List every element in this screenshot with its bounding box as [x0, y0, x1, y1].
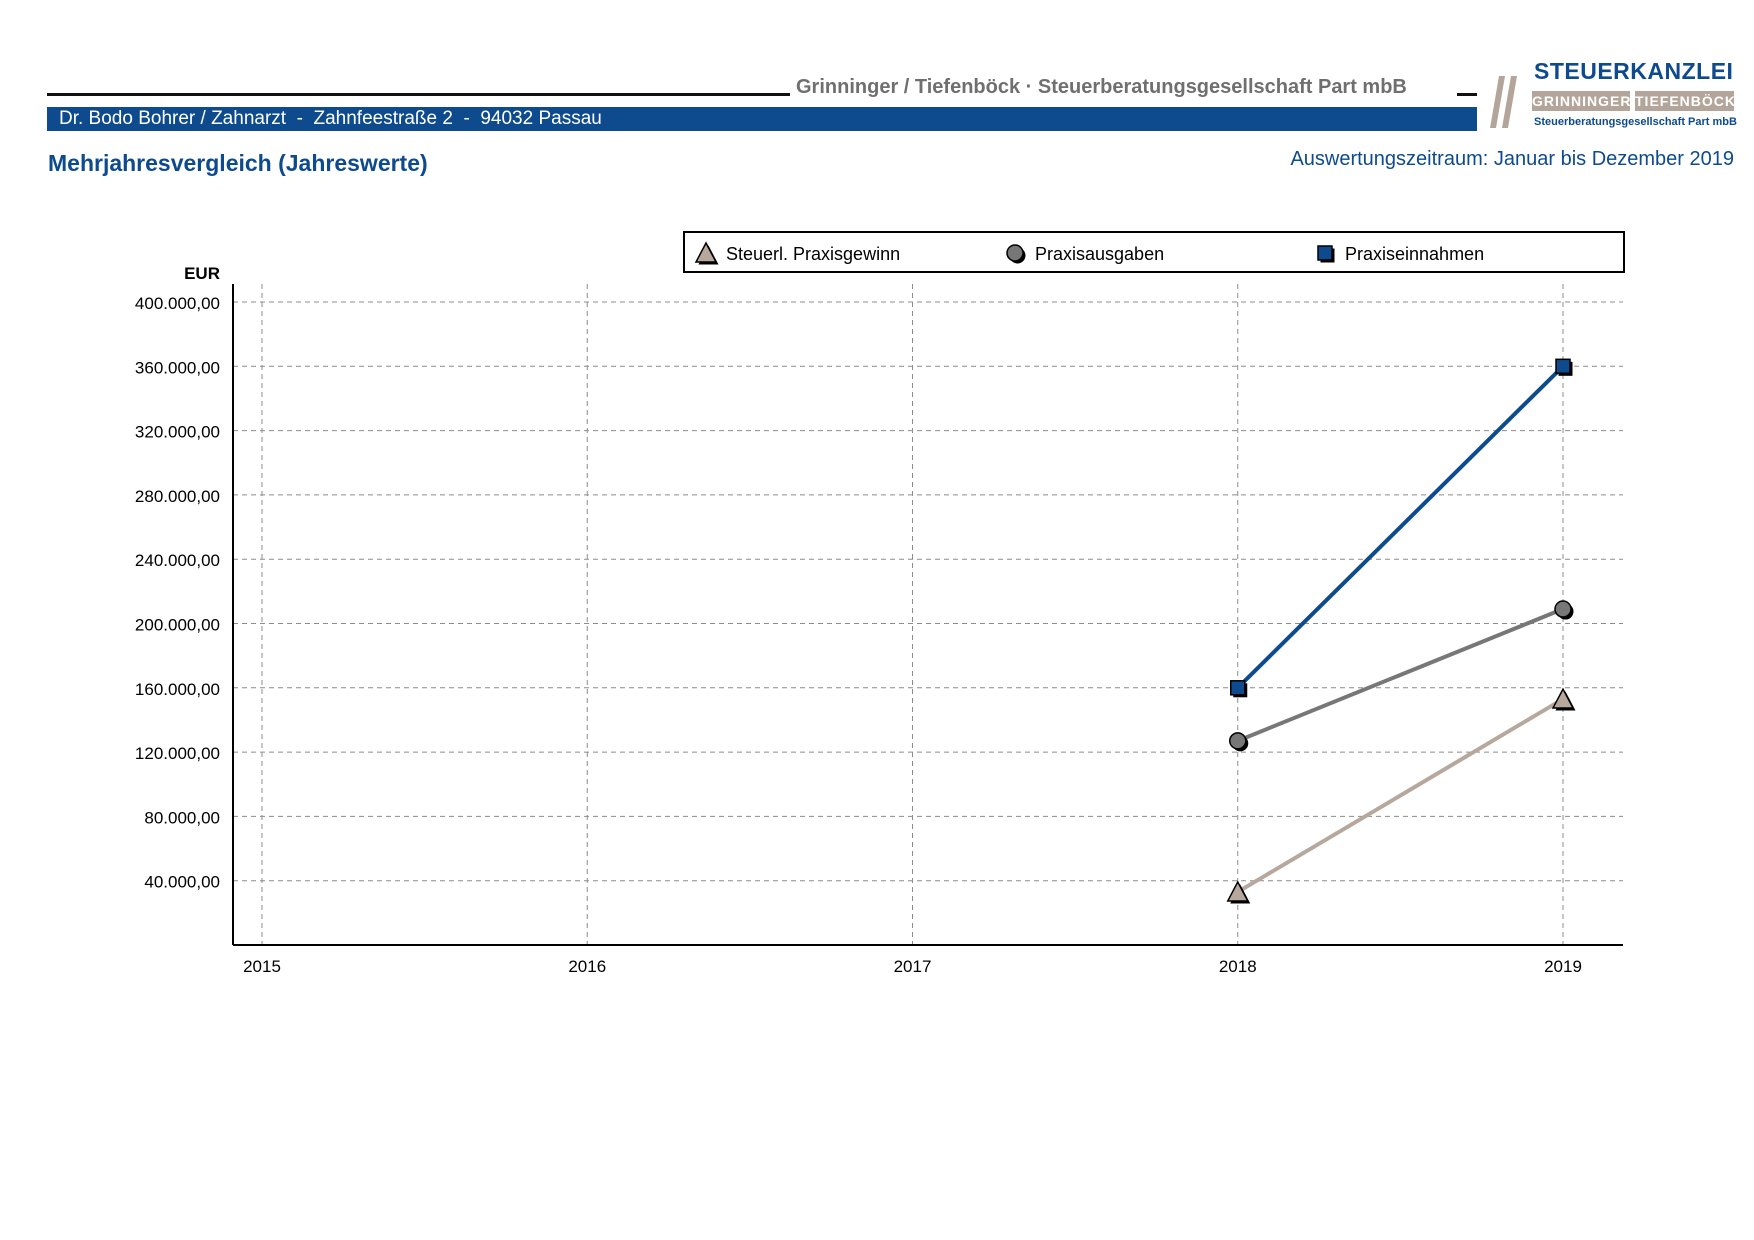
- client-bar: Dr. Bodo Bohrer / Zahnarzt - Zahnfeestra…: [47, 107, 1477, 131]
- marker-shape: [1555, 358, 1571, 375]
- marker-shape: [1551, 687, 1575, 709]
- marker-shape: [1317, 245, 1333, 261]
- y-tick-label: 40.000,00: [144, 873, 220, 892]
- y-tick-label: 160.000,00: [135, 680, 220, 699]
- legend-marker: [1317, 245, 1335, 263]
- chart-tick-labels: 40.000,00 80.000,00 120.000,00 160.000,00 20…: [135, 264, 1582, 976]
- y-tick-label: 80.000,00: [144, 808, 220, 827]
- marker-shape: [1229, 732, 1247, 750]
- data-point: [1554, 600, 1574, 620]
- chart-axes: [232, 284, 1623, 946]
- data-point: [1226, 880, 1251, 904]
- legend-box: [683, 231, 1625, 273]
- legend-marker: [1006, 244, 1026, 264]
- logo-brand: STEUERKANZLEI: [1534, 58, 1734, 84]
- chart-series-lines: [1236, 364, 1565, 894]
- x-tick-label: 2016: [568, 957, 606, 976]
- header-rule-right: [1457, 93, 1477, 96]
- marker-shape: [1006, 244, 1024, 262]
- data-point: [1551, 687, 1576, 711]
- data-point: [1555, 358, 1573, 376]
- y-tick-label: 360.000,00: [135, 358, 220, 377]
- y-tick-label: 320.000,00: [135, 423, 220, 442]
- legend-label: Steuerl. Praxisgewinn: [726, 244, 900, 264]
- report-title: Mehrjahresvergleich (Jahreswerte): [48, 150, 428, 176]
- series-line: [1236, 607, 1564, 743]
- logo-name-right: TIEFENBÖCK: [1635, 91, 1736, 111]
- series-line: [1236, 364, 1565, 690]
- data-point: [1229, 732, 1249, 752]
- evaluation-period: Auswertungszeitraum: Januar bis Dezember…: [1290, 148, 1734, 170]
- firm-name: Grinninger / Tiefenböck · Steuerberatung…: [796, 76, 1407, 98]
- data-point: [1230, 680, 1248, 698]
- series-line: [1236, 697, 1565, 894]
- y-tick-label: 200.000,00: [135, 616, 220, 635]
- y-tick-label: 240.000,00: [135, 551, 220, 570]
- firm-logo: STEUERKANZLEI GRINNINGER TIEFENBÖCK Steu…: [1490, 58, 1737, 132]
- logo-names: GRINNINGER TIEFENBÖCK: [1532, 91, 1736, 111]
- client-line: Dr. Bodo Bohrer / Zahnarzt - Zahnfeestra…: [59, 108, 602, 129]
- chart-grid: [233, 284, 1623, 945]
- y-tick-label: 400.000,00: [135, 294, 220, 313]
- legend-label: Praxisausgaben: [1035, 244, 1164, 264]
- x-tick-label: 2017: [894, 957, 932, 976]
- legend-label: Praxiseinnahmen: [1345, 244, 1484, 264]
- marker-shape: [694, 241, 718, 263]
- chart-series-markers: [1226, 358, 1576, 904]
- x-tick-label: 2018: [1219, 957, 1257, 976]
- header-rule-left: [47, 93, 790, 96]
- logo-name-left: GRINNINGER: [1532, 91, 1632, 111]
- x-tick-label: 2015: [243, 957, 281, 976]
- y-axis-label: EUR: [184, 264, 220, 283]
- marker-shape: [1226, 880, 1249, 902]
- marker-shape: [1230, 680, 1246, 696]
- x-tick-label: 2019: [1544, 957, 1582, 976]
- logo-stripes-icon: [1490, 76, 1517, 128]
- y-tick-label: 280.000,00: [135, 487, 220, 506]
- logo-subline: Steuerberatungsgesellschaft Part mbB: [1534, 116, 1737, 128]
- marker-shape: [1554, 600, 1572, 618]
- chart-legend: Steuerl. Praxisgewinn Praxisausgaben Praxi…: [683, 231, 1625, 273]
- legend-marker: [694, 241, 719, 265]
- y-tick-label: 120.000,00: [135, 744, 220, 763]
